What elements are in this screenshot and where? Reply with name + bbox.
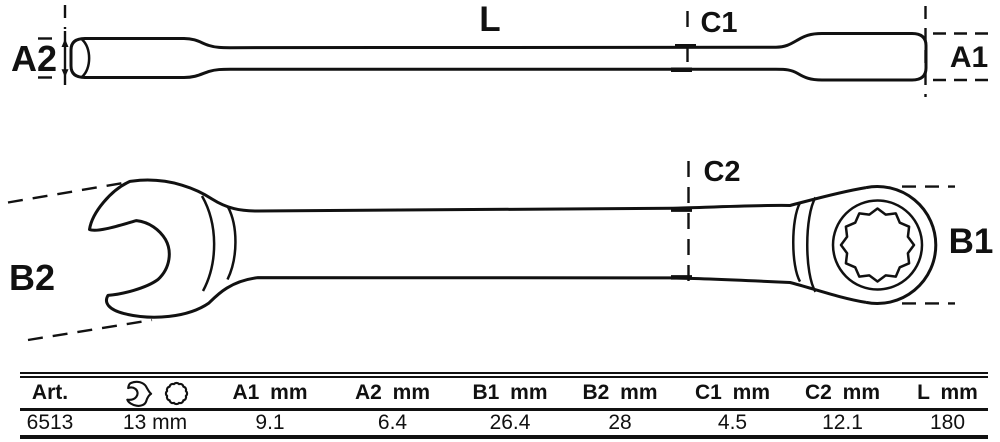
ring-wrench-icon [164,381,188,405]
ring-12-point-profile [839,207,916,283]
top-view-outline [88,178,867,319]
dimension-b1 [902,185,955,305]
dimension-b2 [7,181,153,342]
header-l: L mm [917,381,978,404]
table-top-rule-1 [20,372,988,374]
wrench-technical-drawing [7,5,988,342]
header-c2: C2 mm [804,381,881,404]
icon-pair [119,378,192,409]
label-c1: C1 [700,7,738,39]
side-view-outline [69,32,928,82]
table-header-row: Art. A1 mm A2 mm B1 mm B2 mm C1 mm C2 mm… [0,379,1000,407]
open-end-neck-bevel [226,206,237,281]
label-b2: B2 [8,257,56,298]
value-b1: 26.4 [489,410,531,434]
header-wrench-type-icons [100,379,210,407]
value-b2: 28 [608,410,632,434]
dimension-c1 [671,11,696,73]
spec-table: Art. A1 mm A2 mm B1 mm B2 mm C1 mm C2 mm… [0,370,1000,442]
value-c2: 12.1 [822,410,863,434]
label-c2: C2 [703,156,741,188]
value-size: 13 mm [122,410,188,434]
dimension-a1 [924,6,988,97]
side-view-jaw-edge [81,38,91,78]
label-a2: A2 [10,38,58,79]
top-view-wrench [7,161,955,342]
header-art: Art. [31,381,69,404]
header-c1: C1 mm [694,381,771,404]
value-c1: 4.5 [717,410,748,434]
open-end-throat-bevel [200,195,216,292]
table-top-rule-2 [20,376,988,378]
header-b2: B2 mm [582,381,658,404]
header-a2: A2 mm [354,381,431,404]
value-a2: 6.4 [377,410,408,434]
header-b1: B1 mm [472,381,548,404]
ring-outer-circle [865,185,938,305]
dimension-a2 [38,5,69,85]
value-a1: 9.1 [255,410,285,434]
table-data-row: 6513 13 mm 9.1 6.4 26.4 28 4.5 12.1 180 [0,411,1000,434]
value-l: 180 [929,410,966,434]
ring-face-circle [831,199,924,291]
ring-collar-bevel-2 [806,196,817,293]
open-end-wrench-icon [125,380,152,407]
value-art-number: 6513 [26,410,74,434]
dimension-c2 [671,161,692,284]
table-bottom-rule [20,435,988,439]
ring-collar-bevel-1 [792,202,802,283]
label-a1: A1 [949,41,989,74]
label-b1: B1 [948,222,994,261]
table-mid-rule [20,408,988,411]
side-view-wrench [38,5,988,97]
header-a1: A1 mm [232,381,308,404]
label-length-l: L [479,0,501,39]
